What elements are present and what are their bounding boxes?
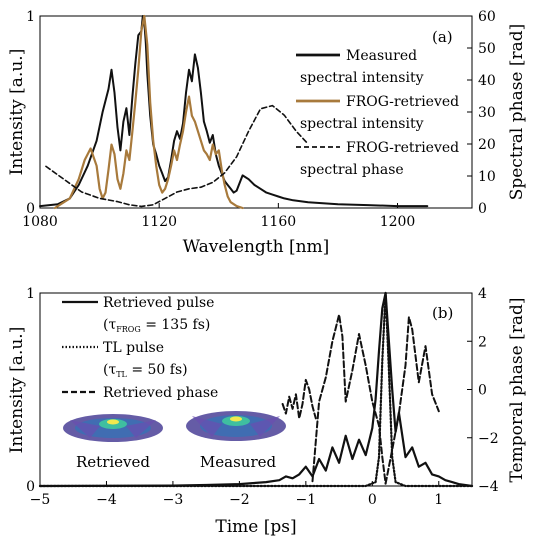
- series-a-0-line: [39, 15, 429, 208]
- y2tick-label-a-0: 0: [478, 201, 487, 217]
- legend-a-phase-label-1: FROG-retrieved: [346, 140, 459, 156]
- xtick-label-a-1: 1120: [141, 214, 177, 230]
- y2tick-label-b-4: 4: [478, 286, 487, 302]
- inset-measured-wings: [192, 416, 280, 437]
- panel-b-series: [38, 291, 474, 488]
- panel-a-ylabel: Intensity [a.u.]: [7, 49, 27, 176]
- y2tick-label-a-3: 30: [478, 105, 496, 121]
- panel-a-label: (a): [432, 28, 453, 46]
- panel-b-legend: Retrieved pulse (τFROG = 135 fs) TL puls…: [62, 295, 218, 401]
- panel-a-xlabel: Wavelength [nm]: [183, 237, 330, 257]
- panel-a-ticks: [39, 15, 472, 209]
- y2tick-label-a-2: 20: [478, 137, 496, 153]
- inset-label-retrieved: Retrieved: [76, 453, 150, 471]
- series-a-2-line: [45, 104, 309, 208]
- panel-b-y2label: Temporal phase [rad]: [507, 298, 527, 483]
- ytick-label-a-1: 1: [26, 9, 35, 25]
- xtick-label-b-6: 1: [434, 492, 443, 508]
- y2tick-label-b-2: 0: [478, 383, 487, 399]
- ytick-label-a-0: 0: [26, 201, 35, 217]
- panel-a-axes-box: [39, 15, 473, 209]
- legend-a-frog-label-1: FROG-retrieved: [346, 94, 459, 110]
- y2tick-label-a-6: 60: [478, 9, 496, 25]
- legend-b-retrieved-pulse-label: Retrieved pulse: [103, 295, 214, 311]
- y2tick-label-b-3: 2: [478, 334, 487, 350]
- xtick-label-b-3: −2: [229, 492, 250, 508]
- legend-b-tau-tl-sub: TL: [116, 370, 127, 379]
- inset-retrieved-wings: [70, 420, 156, 438]
- panel-b-xlabel: Time [ps]: [215, 517, 296, 537]
- xtick-label-b-4: −1: [296, 492, 317, 508]
- panel-a-y2label: Spectral phase [rad]: [507, 24, 527, 201]
- xtick-label-a-0: 1080: [22, 214, 58, 230]
- inset-retrieved-peak: [107, 419, 119, 425]
- inset-retrieved-frog-trace: [63, 414, 163, 442]
- legend-b-tau-frog-sub: FROG: [116, 325, 141, 334]
- xtick-label-b-0: −5: [30, 492, 51, 508]
- xtick-label-b-1: −4: [96, 492, 117, 508]
- y2tick-label-b-1: −2: [478, 431, 499, 447]
- xtick-label-b-5: 0: [368, 492, 377, 508]
- panel-b-label: (b): [432, 304, 453, 322]
- inset-measured-frog-trace: [186, 411, 286, 441]
- legend-a-measured-label-1: Measured: [346, 48, 417, 64]
- ytick-label-b-0: 0: [26, 479, 35, 495]
- legend-b-tau-frog: (τ: [103, 317, 116, 333]
- legend-b-tau-tl-value: = 50 fs): [127, 362, 188, 378]
- series-b-2-line-seg1: [311, 313, 387, 485]
- legend-b-retrieved-phase-label: Retrieved phase: [103, 385, 218, 401]
- legend-b-tl-pulse-label: TL pulse: [103, 340, 164, 356]
- series-b-1-line: [38, 291, 474, 488]
- legend-a-measured-label-2: spectral intensity: [300, 70, 424, 86]
- ytick-label-b-1: 1: [26, 286, 35, 302]
- inset-measured-peak: [230, 416, 242, 422]
- series-b-0-line: [38, 291, 474, 488]
- series-a-1-line: [53, 14, 244, 210]
- panel-a-legend: Measured spectral intensity FROG-retriev…: [296, 48, 459, 178]
- y2tick-label-b-0: −4: [478, 479, 499, 495]
- legend-b-tl-pulse-note: (τTL = 50 fs): [103, 362, 188, 379]
- panel-b-ylabel: Intensity [a.u.]: [7, 327, 27, 454]
- panel-b-tick-labels: −5 −4 −3 −2 −1 0 1 0 1 −4 −2 0 2 4: [26, 286, 499, 508]
- legend-b-tau-tl: (τ: [103, 362, 116, 378]
- series-b-2-line-seg0: [281, 378, 317, 420]
- y2tick-label-a-4: 40: [478, 73, 496, 89]
- inset-label-measured: Measured: [200, 453, 277, 471]
- series-b-2-line-seg2: [384, 316, 440, 485]
- panel-b: −5 −4 −3 −2 −1 0 1 0 1 −4 −2 0 2 4 Retrieved Measured…: [7, 286, 527, 537]
- legend-b-tau-frog-value: = 135 fs): [141, 317, 211, 333]
- legend-a-phase-label-2: spectral phase: [300, 162, 404, 178]
- legend-a-frog-label-2: spectral intensity: [300, 116, 424, 132]
- panel-a-series: [39, 14, 429, 210]
- y2tick-label-a-5: 50: [478, 41, 496, 57]
- legend-b-retrieved-pulse-note: (τFROG = 135 fs): [103, 317, 210, 334]
- y2tick-label-a-1: 10: [478, 169, 496, 185]
- xtick-label-a-2: 1160: [261, 214, 297, 230]
- xtick-label-b-2: −3: [163, 492, 184, 508]
- xtick-label-a-3: 1200: [380, 214, 416, 230]
